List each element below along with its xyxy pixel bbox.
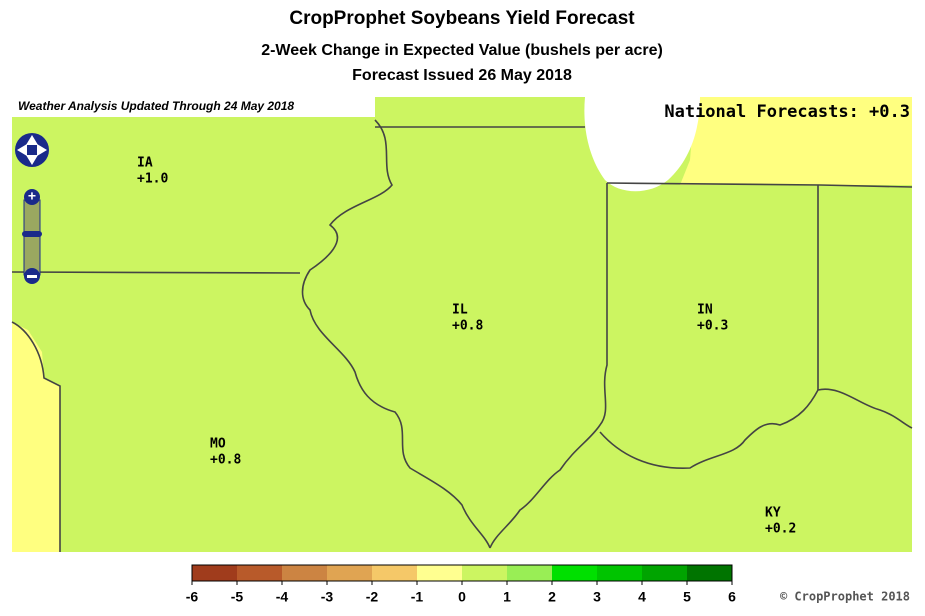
zoom-out-icon <box>27 275 37 278</box>
region-yellow <box>12 322 60 552</box>
state-value: +1.0 <box>137 172 168 187</box>
legend-tick-label: 5 <box>683 589 691 605</box>
pan-up[interactable] <box>26 135 38 145</box>
legend-tick-label: -1 <box>411 589 424 605</box>
legend-tick-label: 4 <box>638 589 646 605</box>
legend-tick-label: -4 <box>276 589 289 605</box>
issued: Forecast Issued 26 May 2018 <box>352 67 572 84</box>
national-forecast: National Forecasts: +0.3 <box>664 102 910 122</box>
copyright: © CropProphet 2018 <box>780 590 910 604</box>
map: Weather Analysis Updated Through 24 May … <box>11 97 913 552</box>
zoom-slider[interactable] <box>22 231 42 237</box>
legend-swatch <box>687 565 732 581</box>
state-name: IL <box>452 303 468 318</box>
state-value: +0.2 <box>765 522 796 537</box>
pan-left[interactable] <box>17 144 27 156</box>
pan-control[interactable] <box>15 133 49 167</box>
legend-swatch <box>597 565 642 581</box>
zoom-in-icon: + <box>28 188 36 204</box>
analysis-note: Weather Analysis Updated Through 24 May … <box>18 99 294 113</box>
legend-tick-label: -3 <box>321 589 334 605</box>
state-name: IN <box>697 303 713 318</box>
legend-swatch <box>237 565 282 581</box>
state-name: KY <box>765 506 781 521</box>
legend: -6 -5 -4 -3 -2 -1 0 1 2 3 4 5 6 <box>186 564 736 605</box>
state-border <box>11 271 301 274</box>
legend-swatch <box>417 565 462 581</box>
state-name: IA <box>137 156 153 171</box>
state-border <box>301 119 491 549</box>
legend-swatch <box>192 565 237 581</box>
region-yellow <box>680 97 912 185</box>
legend-tick-label: 3 <box>593 589 601 605</box>
state-name: MO <box>210 437 226 452</box>
state-border <box>599 388 913 469</box>
state-value: +0.8 <box>452 319 483 334</box>
state-value: +0.8 <box>210 453 241 468</box>
legend-tick-label: 2 <box>548 589 556 605</box>
zoom-in[interactable] <box>24 189 40 205</box>
subtitle: 2-Week Change in Expected Value (bushels… <box>261 42 663 59</box>
legend-tick-label: -5 <box>231 589 244 605</box>
legend-tick-label: 1 <box>503 589 511 605</box>
legend-tick-label: -2 <box>366 589 379 605</box>
legend-swatch <box>552 565 597 581</box>
state-border <box>489 183 608 549</box>
legend-swatch <box>372 565 417 581</box>
legend-tick-label: 0 <box>458 589 466 605</box>
pan-right[interactable] <box>37 144 47 156</box>
legend-tick-label: 6 <box>728 589 736 605</box>
legend-swatch <box>282 565 327 581</box>
legend-swatch <box>327 565 372 581</box>
legend-swatch <box>462 565 507 581</box>
zoom-bar[interactable] <box>23 199 41 276</box>
note-box <box>12 97 375 117</box>
legend-swatch <box>642 565 687 581</box>
pan-down[interactable] <box>26 155 38 165</box>
legend-tick-label: -6 <box>186 589 199 605</box>
state-value: +0.3 <box>697 319 728 334</box>
lake-michigan <box>584 97 700 192</box>
state-border <box>11 321 61 552</box>
title: CropProphet Soybeans Yield Forecast <box>289 8 635 29</box>
legend-swatch <box>507 565 552 581</box>
state-border <box>375 126 913 390</box>
nav-control[interactable]: + <box>15 133 49 284</box>
